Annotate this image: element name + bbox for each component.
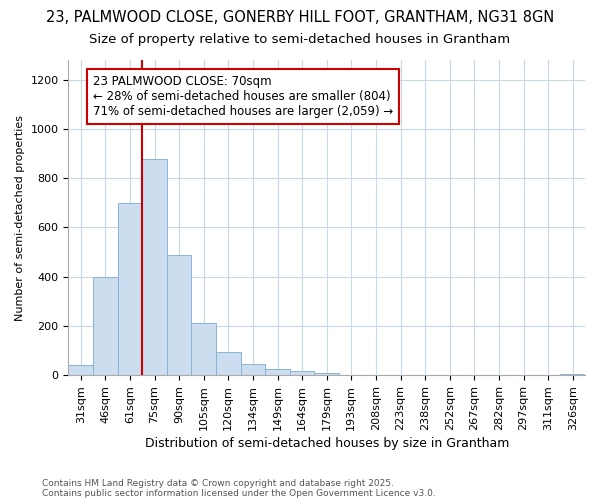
Bar bbox=[290, 371, 314, 375]
Text: 23, PALMWOOD CLOSE, GONERBY HILL FOOT, GRANTHAM, NG31 8GN: 23, PALMWOOD CLOSE, GONERBY HILL FOOT, G… bbox=[46, 10, 554, 25]
Bar bbox=[241, 364, 265, 375]
Bar bbox=[314, 372, 339, 375]
Bar bbox=[68, 366, 93, 375]
Bar bbox=[118, 203, 142, 375]
Bar bbox=[265, 369, 290, 375]
X-axis label: Distribution of semi-detached houses by size in Grantham: Distribution of semi-detached houses by … bbox=[145, 437, 509, 450]
Bar bbox=[93, 276, 118, 375]
Y-axis label: Number of semi-detached properties: Number of semi-detached properties bbox=[15, 114, 25, 320]
Bar bbox=[167, 254, 191, 375]
Text: Contains public sector information licensed under the Open Government Licence v3: Contains public sector information licen… bbox=[42, 488, 436, 498]
Bar bbox=[191, 324, 216, 375]
Text: 23 PALMWOOD CLOSE: 70sqm
← 28% of semi-detached houses are smaller (804)
71% of : 23 PALMWOOD CLOSE: 70sqm ← 28% of semi-d… bbox=[93, 75, 393, 118]
Text: Size of property relative to semi-detached houses in Grantham: Size of property relative to semi-detach… bbox=[89, 32, 511, 46]
Bar bbox=[560, 374, 585, 375]
Bar bbox=[142, 158, 167, 375]
Text: Contains HM Land Registry data © Crown copyright and database right 2025.: Contains HM Land Registry data © Crown c… bbox=[42, 478, 394, 488]
Bar bbox=[216, 352, 241, 375]
